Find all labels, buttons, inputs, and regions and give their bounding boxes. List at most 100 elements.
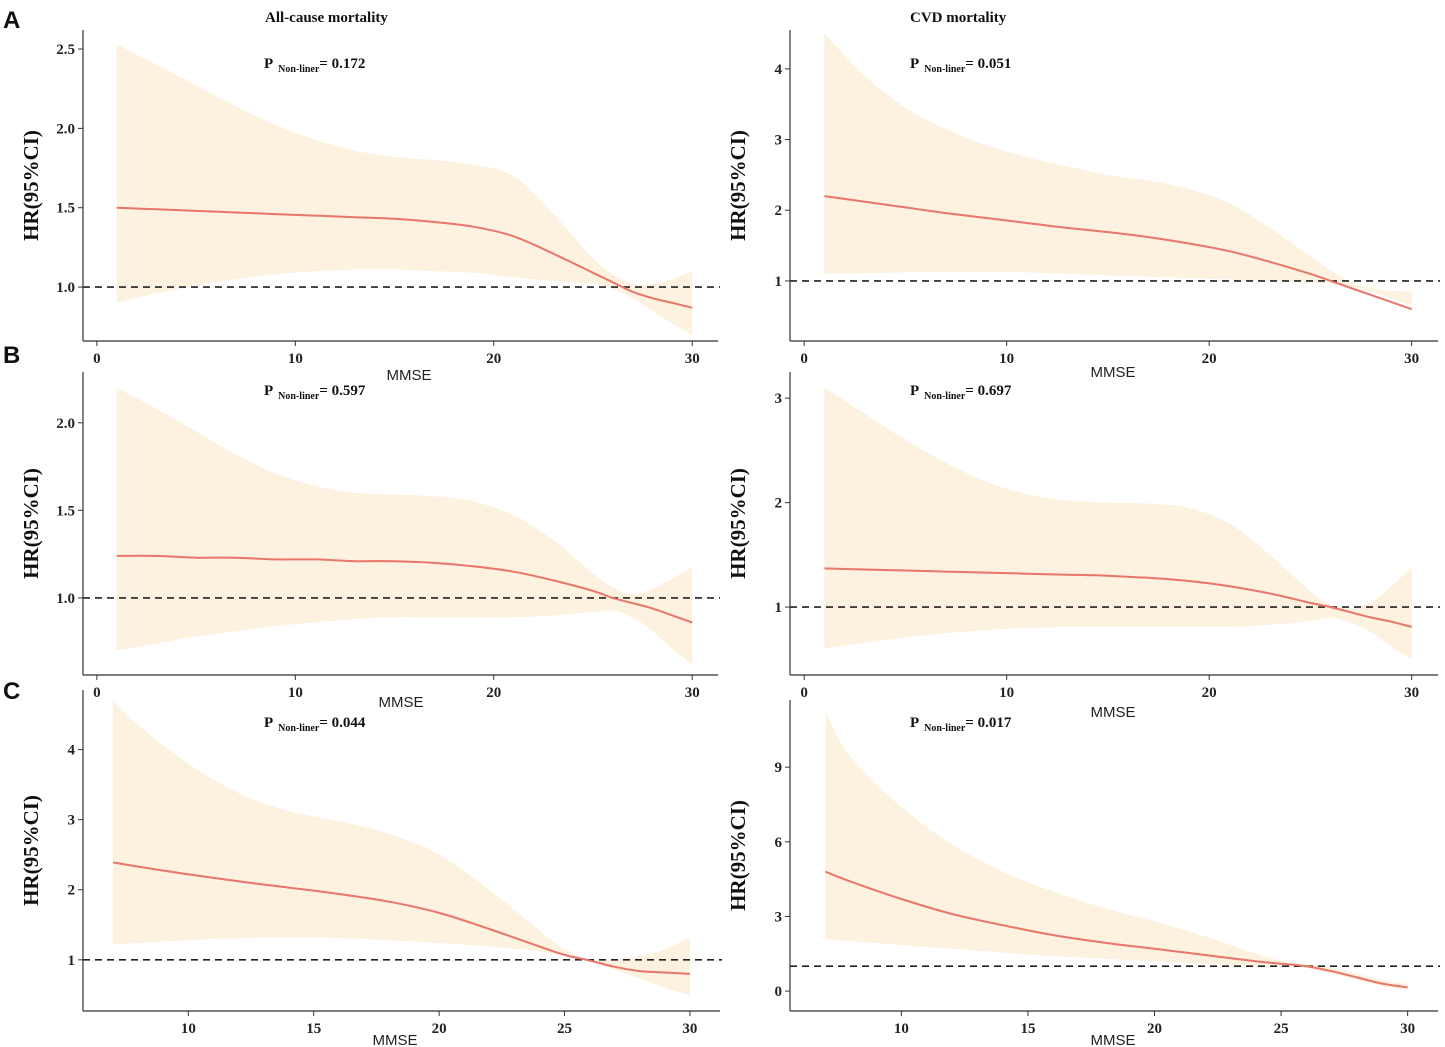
p-value: = 0.044 [319, 715, 366, 731]
panel-label-a: A [3, 7, 20, 34]
x-tick-label: 20 [432, 1021, 447, 1037]
x-tick-label: 30 [1404, 685, 1419, 701]
p-subscript: Non-liner [278, 391, 320, 402]
x-tick-label: 0 [93, 351, 101, 367]
p-label: P [910, 56, 919, 72]
y-axis-title: HR(95%CI) [19, 130, 43, 241]
hr-curve [116, 206, 693, 309]
x-tick-label: 20 [486, 685, 501, 701]
x-tick-label: 0 [93, 685, 101, 701]
y-axis-title: HR(95%CI) [726, 130, 750, 241]
x-tick-label: 10 [288, 351, 303, 367]
p-nonlinear-annotation: P Non-liner= 0.051 [910, 56, 1011, 75]
panel-label-c: C [3, 678, 20, 705]
p-subscript: Non-liner [278, 64, 320, 75]
p-nonlinear-annotation: P Non-liner= 0.017 [910, 715, 1012, 734]
y-tick-label: 2.0 [56, 416, 75, 432]
p-value: = 0.697 [965, 383, 1012, 399]
y-tick-label: 6 [775, 835, 783, 851]
x-tick-label: 10 [999, 685, 1014, 701]
x-tick-label: 30 [685, 351, 700, 367]
y-tick-label: 0 [775, 984, 783, 1000]
p-label: P [264, 383, 273, 399]
y-tick-label: 1 [68, 953, 76, 969]
y-tick-label: 3 [775, 133, 783, 149]
p-nonlinear-annotation: P Non-liner= 0.597 [264, 383, 366, 402]
y-tick-label: 2.0 [56, 121, 75, 137]
confidence-band [116, 387, 693, 665]
y-tick-label: 1 [775, 274, 783, 290]
p-value: = 0.597 [319, 383, 366, 399]
confidence-band [113, 700, 690, 995]
chart-title: CVD mortality [910, 10, 1007, 26]
p-label: P [264, 56, 273, 72]
y-tick-label: 2 [775, 203, 783, 219]
y-tick-label: 2.5 [56, 42, 75, 58]
x-tick-label: 20 [1202, 685, 1217, 701]
x-tick-label: 20 [1147, 1021, 1162, 1037]
x-tick-label: 15 [1020, 1021, 1035, 1037]
x-tick-label: 10 [999, 351, 1014, 367]
panel-label-b: B [3, 342, 20, 369]
y-axis-title: HR(95%CI) [726, 800, 750, 911]
x-axis-title: MMSE [387, 367, 432, 384]
y-tick-label: 1.0 [56, 280, 75, 296]
y-tick-label: 4 [68, 743, 76, 759]
p-value: = 0.051 [965, 56, 1011, 72]
chart-panels: 1.01.52.02.50 10 20 30HR(95%CI)MMSEAll-caus… [19, 10, 1440, 1047]
y-tick-label: 1.0 [56, 591, 75, 607]
chart-title: All-cause mortality [265, 10, 388, 26]
x-tick-label: 0 [800, 685, 808, 701]
y-axis-title: HR(95%CI) [726, 468, 750, 579]
p-label: P [910, 715, 919, 731]
x-tick-label: 10 [894, 1021, 909, 1037]
confidence-band [824, 33, 1412, 306]
x-axis-title: MMSE [1091, 1032, 1136, 1047]
x-tick-label: 30 [685, 685, 700, 701]
p-subscript: Non-liner [924, 723, 966, 734]
p-nonlinear-annotation: P Non-liner= 0.697 [910, 383, 1012, 402]
x-tick-label: 25 [557, 1021, 572, 1037]
y-tick-label: 2 [68, 883, 76, 899]
x-axis-title: MMSE [373, 1032, 418, 1047]
chart-c-left: 1 2 3 4 10 15 20 25 30 HR(95%CI) MMSE P Non-liner= 0… [19, 690, 722, 1047]
y-tick-label: 2 [775, 496, 783, 512]
y-tick-label: 1 [775, 600, 783, 616]
p-subscript: Non-liner [278, 723, 320, 734]
x-tick-label: 10 [288, 685, 303, 701]
x-axis-title: MMSE [1091, 364, 1136, 381]
y-tick-label: 9 [775, 760, 783, 776]
x-tick-label: 10 [181, 1021, 196, 1037]
p-subscript: Non-liner [924, 64, 966, 75]
x-tick-label: 30 [1404, 351, 1419, 367]
x-axis-title: MMSE [1091, 704, 1136, 721]
x-tick-label: 25 [1274, 1021, 1289, 1037]
hr-curve [116, 554, 693, 624]
x-tick-label: 20 [1202, 351, 1217, 367]
p-label: P [910, 383, 919, 399]
x-tick-label: 20 [486, 351, 501, 367]
y-tick-label: 3 [68, 813, 76, 829]
p-nonlinear-annotation: P Non-liner= 0.172 [264, 56, 365, 75]
y-tick-label: 1.5 [56, 503, 75, 519]
x-tick-label: 0 [800, 351, 808, 367]
x-axis-title: MMSE [379, 694, 424, 711]
x-tick-label: 15 [306, 1021, 321, 1037]
confidence-band [116, 44, 693, 335]
confidence-band [824, 387, 1412, 660]
p-label: P [264, 715, 273, 731]
y-tick-label: 3 [775, 391, 783, 407]
y-tick-label: 4 [775, 62, 783, 78]
hr-curve [825, 870, 1408, 989]
x-tick-label: 30 [1400, 1021, 1415, 1037]
x-tick-label: 30 [682, 1021, 697, 1037]
hr-curve [824, 567, 1412, 628]
p-subscript: Non-liner [924, 391, 966, 402]
y-tick-label: 3 [775, 909, 783, 925]
hr-curve [112, 861, 690, 975]
p-value: = 0.017 [965, 715, 1012, 731]
confidence-band [825, 712, 1408, 990]
p-value: = 0.172 [319, 56, 365, 72]
